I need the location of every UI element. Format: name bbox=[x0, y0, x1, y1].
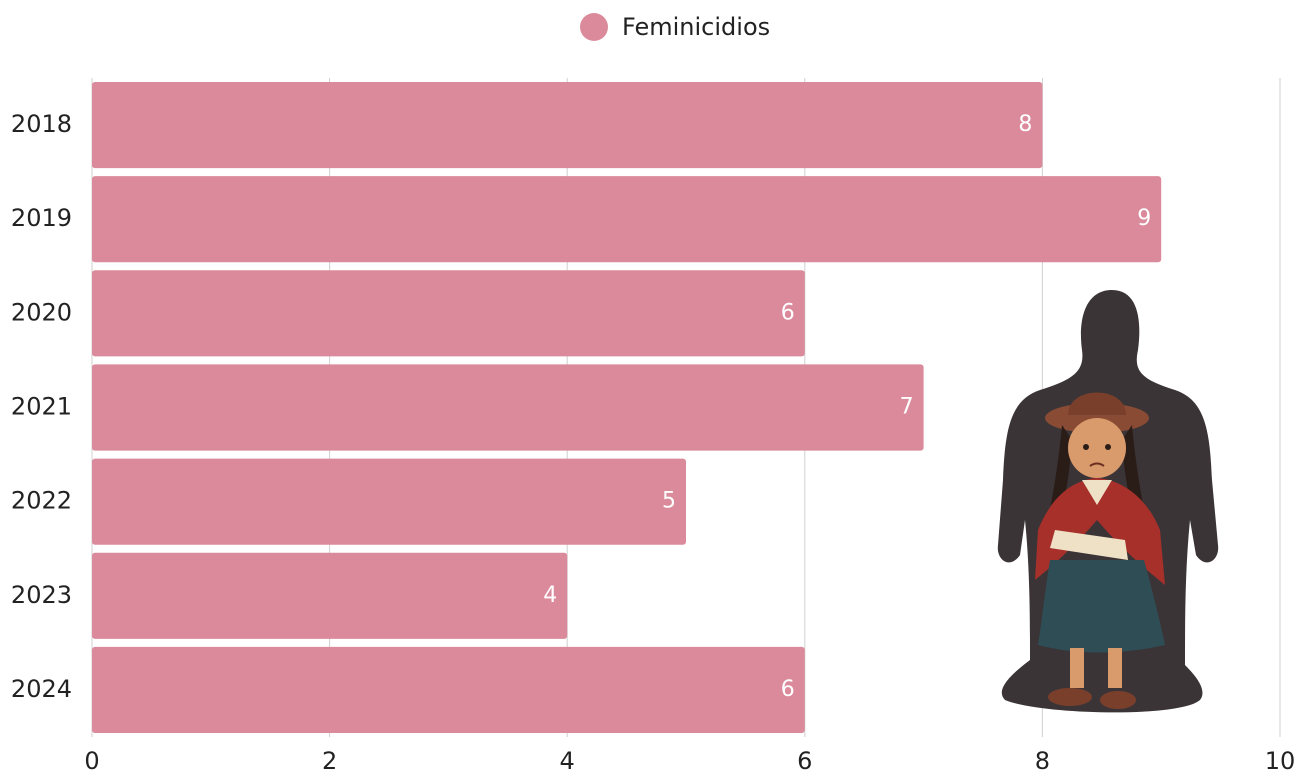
bar bbox=[92, 176, 1161, 262]
value-label: 8 bbox=[1018, 112, 1032, 137]
chart: 0 2 4 6 8 10 2018 2019 2020 2021 2022 2023 2024 8 9 6 7 5… bbox=[0, 0, 1304, 775]
value-label: 9 bbox=[1137, 206, 1151, 231]
bar bbox=[92, 647, 805, 733]
bar bbox=[92, 553, 567, 639]
bar bbox=[92, 82, 1042, 168]
bar bbox=[92, 364, 924, 450]
leg bbox=[1070, 648, 1084, 688]
y-tick-label: 2020 bbox=[11, 298, 72, 326]
value-label: 6 bbox=[781, 677, 795, 702]
y-tick-label: 2022 bbox=[11, 487, 72, 515]
x-tick-label: 2 bbox=[322, 747, 337, 775]
y-tick-label: 2021 bbox=[11, 393, 72, 421]
y-tick-label: 2019 bbox=[11, 204, 72, 232]
legend: Feminicidios bbox=[580, 13, 770, 41]
y-tick-label: 2024 bbox=[11, 675, 72, 703]
leg bbox=[1108, 648, 1122, 688]
x-tick-label: 8 bbox=[1035, 747, 1050, 775]
value-label: 4 bbox=[543, 583, 557, 608]
value-label: 5 bbox=[662, 489, 676, 514]
value-label: 7 bbox=[900, 395, 914, 420]
face bbox=[1068, 418, 1126, 478]
y-tick-label: 2018 bbox=[11, 110, 72, 138]
x-tick-label: 10 bbox=[1265, 747, 1296, 775]
bar bbox=[92, 459, 686, 545]
skirt bbox=[1038, 560, 1165, 653]
x-tick-label: 0 bbox=[84, 747, 99, 775]
legend-swatch bbox=[580, 13, 608, 41]
bars bbox=[92, 82, 1161, 733]
illustration bbox=[998, 290, 1218, 712]
eye bbox=[1105, 444, 1111, 450]
eye bbox=[1083, 444, 1089, 450]
x-tick-label: 4 bbox=[560, 747, 575, 775]
bar bbox=[92, 270, 805, 356]
legend-label: Feminicidios bbox=[622, 13, 770, 41]
sandal bbox=[1048, 688, 1092, 706]
y-tick-label: 2023 bbox=[11, 581, 72, 609]
x-tick-label: 6 bbox=[797, 747, 812, 775]
value-label: 6 bbox=[781, 300, 795, 325]
sandal bbox=[1100, 691, 1136, 709]
